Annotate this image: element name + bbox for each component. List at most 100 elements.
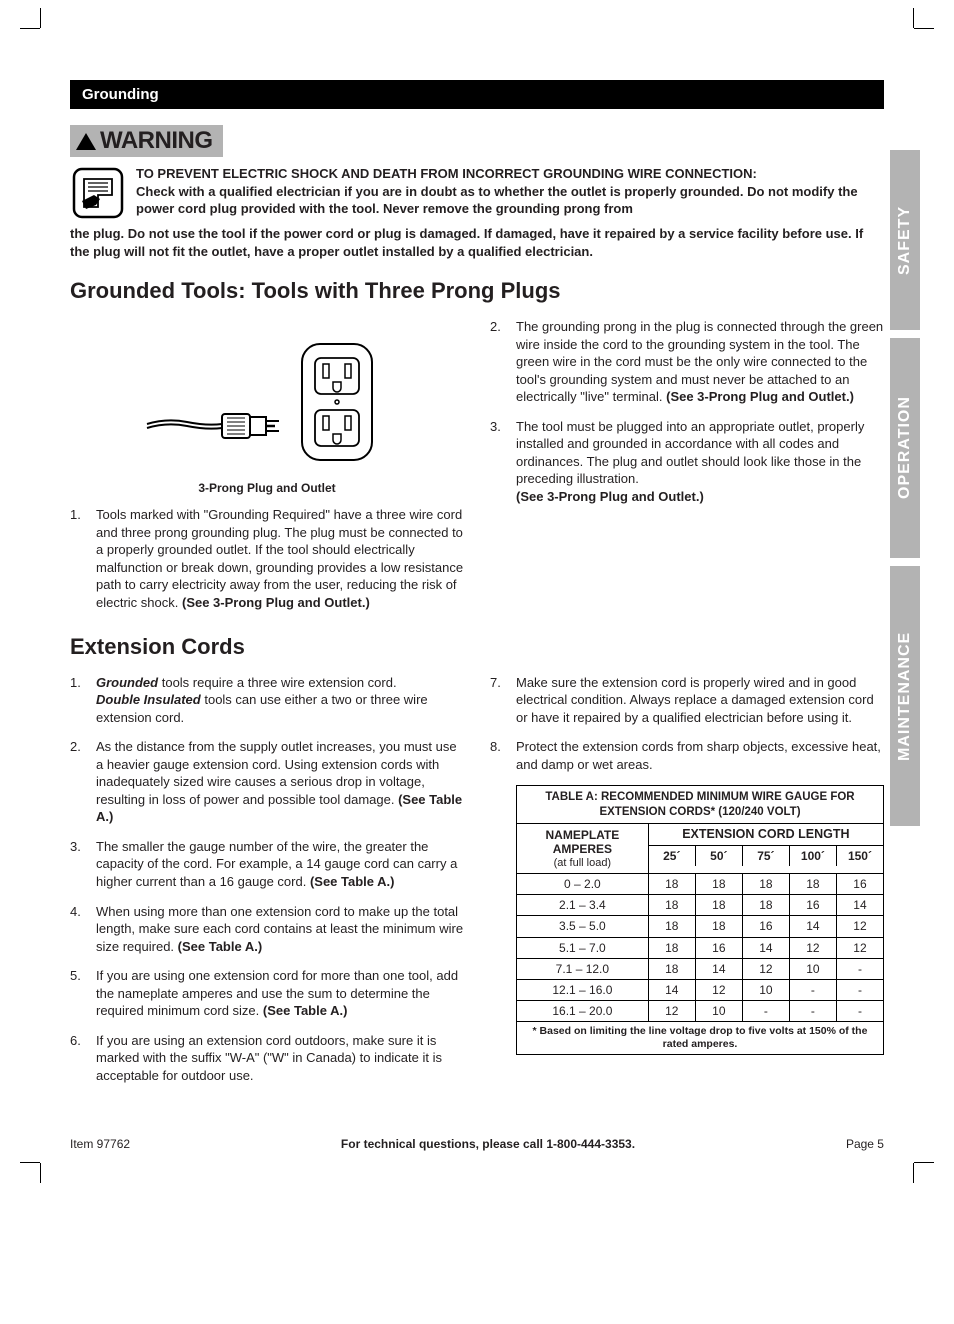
ext-list-right: Make sure the extension cord is properly…: [490, 674, 884, 774]
table-cell: 12: [743, 959, 790, 979]
table-cell: 18: [649, 938, 696, 958]
title-extension-cords: Extension Cords: [70, 634, 884, 660]
table-cell: 18: [649, 916, 696, 936]
extension-columns: Grounded tools require a three wire exte…: [70, 674, 884, 1097]
ext-item-3: The smaller the gauge number of the wire…: [70, 838, 464, 891]
ext-item-8: Protect the extension cords from sharp o…: [490, 738, 884, 773]
table-cell: 14: [837, 895, 883, 915]
footer-page: Page 5: [846, 1137, 884, 1151]
footer-contact: For technical questions, please call 1-8…: [341, 1137, 635, 1151]
manual-page: Grounding WARNING TO PREVENT ELECTRIC SH…: [0, 0, 954, 1191]
table-cell: 14: [790, 916, 837, 936]
title-grounded-tools: Grounded Tools: Tools with Three Prong P…: [70, 278, 884, 304]
grounded-item-1: Tools marked with "Grounding Required" h…: [70, 506, 464, 611]
grounded-item-2-ref: (See 3-Prong Plug and Outlet.): [666, 389, 854, 404]
np-sub: (at full load): [517, 857, 648, 873]
warning-body2: the plug. Do not use the tool if the pow…: [70, 225, 884, 260]
table-cell: 16: [696, 938, 743, 958]
table-cell: 18: [649, 874, 696, 894]
table-cell-amp: 7.1 – 12.0: [517, 959, 649, 979]
table-cell: 10: [790, 959, 837, 979]
table-row: 2.1 – 3.41818181614: [517, 895, 883, 916]
table-row: 5.1 – 7.01816141212: [517, 938, 883, 959]
table-cell: -: [790, 1001, 837, 1021]
table-a-lengths: 25´ 50´ 75´ 100´ 150´: [649, 846, 883, 866]
table-cell: 12: [837, 916, 883, 936]
table-cell: 18: [649, 895, 696, 915]
manual-hand-icon: [70, 165, 126, 221]
table-cell: 10: [743, 980, 790, 1000]
ext-item-4: When using more than one extension cord …: [70, 903, 464, 956]
grounded-item-2: The grounding prong in the plug is conne…: [490, 318, 884, 406]
table-cell: -: [837, 1001, 883, 1021]
table-cell-amp: 0 – 2.0: [517, 874, 649, 894]
table-cell: 12: [696, 980, 743, 1000]
table-cell: 18: [743, 874, 790, 894]
table-cell: 14: [696, 959, 743, 979]
ext-item-7: Make sure the extension cord is properly…: [490, 674, 884, 727]
table-cell: 18: [743, 895, 790, 915]
len-150: 150´: [837, 846, 883, 866]
figure-caption: 3-Prong Plug and Outlet: [70, 480, 464, 496]
warning-body1: Check with a qualified electrician if yo…: [136, 184, 858, 217]
table-cell-amp: 5.1 – 7.0: [517, 938, 649, 958]
ext-8-text: Protect the extension cords from sharp o…: [516, 739, 881, 772]
grounded-col-left: 3-Prong Plug and Outlet Tools marked wit…: [70, 318, 464, 623]
table-cell: -: [743, 1001, 790, 1021]
grounded-columns: 3-Prong Plug and Outlet Tools marked wit…: [70, 318, 884, 623]
table-cell: 10: [696, 1001, 743, 1021]
grounded-item-1-ref: (See 3-Prong Plug and Outlet.): [182, 595, 370, 610]
table-cell: 18: [696, 895, 743, 915]
ext-1a: Grounded: [96, 675, 158, 690]
ext-item-5: If you are using one extension cord for …: [70, 967, 464, 1020]
ext-item-6: If you are using an extension cord outdo…: [70, 1032, 464, 1085]
warning-block: TO PREVENT ELECTRIC SHOCK AND DEATH FROM…: [70, 165, 884, 221]
table-cell: 16: [743, 916, 790, 936]
table-a-footnote: * Based on limiting the line voltage dro…: [517, 1022, 883, 1053]
ext-col-left: Grounded tools require a three wire exte…: [70, 674, 464, 1097]
table-cell: -: [790, 980, 837, 1000]
ext-list-left: Grounded tools require a three wire exte…: [70, 674, 464, 1085]
ext-6-text: If you are using an extension cord outdo…: [96, 1033, 442, 1083]
table-a-title: TABLE A: RECOMMENDED MINIMUM WIRE GAUGE …: [517, 786, 883, 824]
np-label: NAMEPLATE AMPERES: [545, 828, 619, 856]
table-cell: 16: [837, 874, 883, 894]
table-cell: 18: [649, 959, 696, 979]
grounded-item-3-ref: (See 3-Prong Plug and Outlet.): [516, 489, 704, 504]
grounded-item-3-text: The tool must be plugged into an appropr…: [516, 419, 864, 487]
table-cell-amp: 16.1 – 20.0: [517, 1001, 649, 1021]
warning-text: TO PREVENT ELECTRIC SHOCK AND DEATH FROM…: [136, 165, 884, 221]
table-cell-amp: 12.1 – 16.0: [517, 980, 649, 1000]
ext-item-2: As the distance from the supply outlet i…: [70, 738, 464, 826]
table-a: TABLE A: RECOMMENDED MINIMUM WIRE GAUGE …: [516, 785, 884, 1054]
table-row: 3.5 – 5.01818161412: [517, 916, 883, 937]
table-cell: -: [837, 980, 883, 1000]
grounded-item-3: The tool must be plugged into an appropr…: [490, 418, 884, 506]
ext-col-right: Make sure the extension cord is properly…: [490, 674, 884, 1097]
ext-1c: Double Insulated: [96, 692, 201, 707]
table-cell: 14: [743, 938, 790, 958]
table-row: 7.1 – 12.018141210-: [517, 959, 883, 980]
table-cell: 12: [790, 938, 837, 958]
ext-1b: tools require a three wire extension cor…: [158, 675, 396, 690]
ext-7-text: Make sure the extension cord is properly…: [516, 675, 874, 725]
len-25: 25´: [649, 846, 696, 866]
grounded-col-right: The grounding prong in the plug is conne…: [490, 318, 884, 623]
ext-3-ref: (See Table A.): [310, 874, 395, 889]
page-footer: Item 97762 For technical questions, plea…: [70, 1137, 884, 1151]
ext-4-text: When using more than one extension cord …: [96, 904, 463, 954]
ext-item-1: Grounded tools require a three wire exte…: [70, 674, 464, 727]
table-cell-amp: 3.5 – 5.0: [517, 916, 649, 936]
table-cell: 18: [696, 874, 743, 894]
table-row: 12.1 – 16.0141210--: [517, 980, 883, 1001]
table-a-rows: 0 – 2.018181818162.1 – 3.418181816143.5 …: [517, 874, 883, 1022]
table-cell: 14: [649, 980, 696, 1000]
grounded-list-left: Tools marked with "Grounding Required" h…: [70, 506, 464, 611]
table-cell: -: [837, 959, 883, 979]
table-cell: 16: [790, 895, 837, 915]
ext-4-ref: (See Table A.): [178, 939, 263, 954]
warning-badge: WARNING: [70, 125, 223, 157]
table-cell: 18: [790, 874, 837, 894]
footer-item: Item 97762: [70, 1137, 130, 1151]
warning-label: WARNING: [100, 127, 213, 155]
